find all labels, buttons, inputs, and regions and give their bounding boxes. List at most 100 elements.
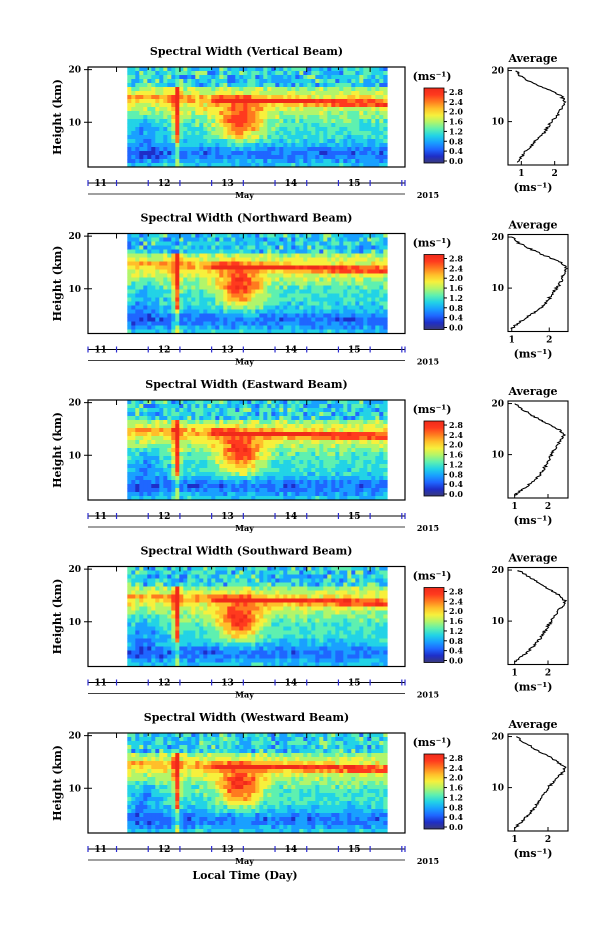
heatmap-cell — [339, 309, 344, 314]
heatmap-cell — [259, 472, 264, 477]
heatmap-cell — [203, 480, 208, 485]
heatmap-cell — [275, 159, 280, 164]
heatmap-cell — [203, 492, 208, 497]
heatmap-cell — [299, 476, 304, 481]
heatmap-cell — [259, 484, 264, 489]
heatmap-cell — [383, 464, 388, 469]
heatmap-cell — [271, 151, 276, 156]
heatmap-cell — [275, 107, 280, 112]
heatmap-cell — [159, 163, 164, 168]
heatmap-cell — [351, 452, 356, 457]
heatmap-cell — [247, 476, 252, 481]
heatmap-cell — [259, 492, 264, 497]
heatmap-cell — [175, 325, 180, 330]
heatmap-cell — [151, 253, 156, 258]
heatmap-cell — [371, 155, 376, 160]
heatmap-cell — [383, 281, 388, 286]
heatmap-cell — [311, 155, 316, 160]
heatmap-cell — [167, 135, 172, 140]
heatmap-cell — [263, 428, 268, 433]
heatmap-cell — [263, 249, 268, 254]
heatmap-cell — [171, 95, 176, 100]
heatmap-cell — [155, 277, 160, 282]
heatmap-cell — [295, 143, 300, 148]
heatmap-cell — [175, 464, 180, 469]
heatmap-cell — [335, 309, 340, 314]
heatmap-cell — [171, 404, 176, 409]
heatmap-cell — [319, 87, 324, 92]
heatmap-cell — [195, 123, 200, 128]
heatmap-cell — [131, 241, 136, 246]
heatmap-cell — [271, 400, 276, 405]
heatmap-cell — [279, 83, 284, 88]
heatmap-cell — [363, 163, 368, 168]
heatmap-cell — [143, 163, 148, 168]
heatmap-cells — [127, 400, 388, 501]
heatmap-cell — [171, 436, 176, 441]
heatmap-cell — [143, 289, 148, 294]
heatmap-cell — [275, 139, 280, 144]
heatmap-cell — [215, 440, 220, 445]
heatmap-cell — [155, 249, 160, 254]
heatmap-cell — [287, 488, 292, 493]
heatmap-cell — [207, 480, 212, 485]
heatmap-cell — [263, 297, 268, 302]
heatmap-cell — [127, 452, 132, 457]
heatmap-cell — [287, 464, 292, 469]
heatmap-cell — [163, 237, 168, 242]
heatmap-cell — [275, 321, 280, 326]
heatmap-cell — [139, 281, 144, 286]
heatmap-cell — [255, 269, 260, 274]
heatmap-cell — [155, 289, 160, 294]
chart-title: Spectral Width (Vertical Beam) — [150, 45, 343, 58]
heatmap-cell — [323, 408, 328, 413]
heatmap-cell — [263, 456, 268, 461]
heatmap-cell — [367, 147, 372, 152]
heatmap-cell — [339, 329, 344, 334]
heatmap-cell — [251, 416, 256, 421]
heatmap-cell — [307, 444, 312, 449]
heatmap-cell — [379, 428, 384, 433]
heatmap-cell — [335, 400, 340, 405]
heatmap-cell — [283, 309, 288, 314]
heatmap-cell — [211, 253, 216, 258]
heatmap-cell — [239, 151, 244, 156]
heatmap-cell — [235, 127, 240, 132]
heatmap-cell — [127, 492, 132, 497]
heatmap-cell — [251, 325, 256, 330]
heatmap-cell — [247, 428, 252, 433]
heatmap-cell — [179, 147, 184, 152]
heatmap-cell — [151, 428, 156, 433]
heatmap-cell — [355, 71, 360, 76]
heatmap-cell — [307, 123, 312, 128]
heatmap-cell — [371, 301, 376, 306]
heatmap-cell — [239, 420, 244, 425]
heatmap-cell — [203, 432, 208, 437]
heatmap-cell — [259, 67, 264, 72]
heatmap-cell — [335, 95, 340, 100]
heatmap-cell — [307, 139, 312, 144]
heatmap-cell — [323, 412, 328, 417]
heatmap-cell — [227, 416, 232, 421]
heatmap-cell — [163, 456, 168, 461]
heatmap-cell — [295, 99, 300, 104]
heatmap-cell — [187, 91, 192, 96]
heatmap-cell — [343, 428, 348, 433]
heatmap-cell — [163, 115, 168, 120]
heatmap-cell — [283, 143, 288, 148]
heatmap-cell — [235, 301, 240, 306]
heatmap-cell — [179, 249, 184, 254]
heatmap-cell — [327, 404, 332, 409]
heatmap-cell — [287, 67, 292, 72]
heatmap-cell — [367, 79, 372, 84]
heatmap-cell — [139, 305, 144, 310]
heatmap-cell — [279, 163, 284, 168]
heatmap-cell — [315, 147, 320, 152]
heatmap-cell — [351, 400, 356, 405]
heatmap-cell — [215, 468, 220, 473]
heatmap-cell — [299, 115, 304, 120]
heatmap-cell — [139, 400, 144, 405]
heatmap-cell — [195, 107, 200, 112]
heatmap-cell — [199, 241, 204, 246]
heatmap-cell — [263, 305, 268, 310]
